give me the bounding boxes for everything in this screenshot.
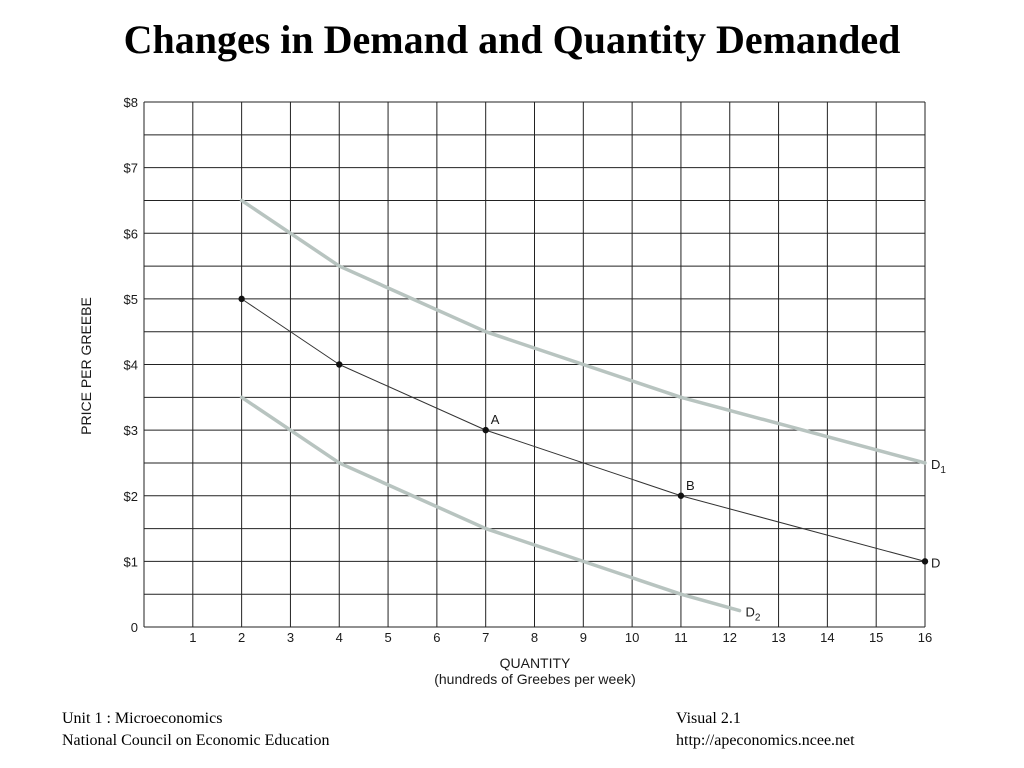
y-tick-label: $3 [124,423,138,438]
y-axis-label: PRICE PER GREEBE [78,297,94,435]
point-markers [238,295,929,565]
x-tick-label: 13 [771,630,785,645]
y-tick-label: $2 [124,489,138,504]
x-tick-label: 15 [869,630,883,645]
x-tick-label: 8 [531,630,538,645]
point-label-a: A [491,412,500,427]
x-tick-label: 6 [433,630,440,645]
data-point [238,295,245,303]
curve-label-d2: D2 [746,605,761,624]
x-axis-sublabel: (hundreds of Greebes per week) [434,671,636,687]
y-tick-label: 0 [131,620,138,635]
point-label-b: B [686,478,695,493]
x-tick-label: 5 [384,630,391,645]
x-tick-label: 7 [482,630,489,645]
x-axis-label: QUANTITY [500,655,571,671]
y-tick-label: $6 [124,226,138,241]
y-tick-label: $8 [124,95,138,110]
y-tick-label: $1 [124,554,138,569]
footer-visual-number: Visual 2.1 [676,710,741,727]
curve-labels: A B D1 D D2 [491,412,947,623]
y-tick-label: $4 [124,358,138,373]
chart-grid [143,101,926,628]
demand-chart: 0$1$2$3$4$5$6$7$8 1 2 3 4 5 6 7 8 9 10 11 12 13 14 15 1… [78,95,947,687]
x-tick-label: 1 [189,630,196,645]
x-tick-label: 2 [238,630,245,645]
x-tick-label: 10 [625,630,639,645]
data-point [336,361,343,368]
curve-label-d1: D1 [931,457,946,476]
footer-organization: National Council on Economic Education [62,732,330,749]
slide-title: Changes in Demand and Quantity Demanded [123,17,901,62]
data-point [921,558,929,565]
y-tick-labels: 0 $1 $2 $3 $4 $5 $6 $7 $8 [124,95,138,635]
footer-left: Unit 1 : Microeconomics National Council… [62,708,330,752]
y-tick-label: $7 [124,161,138,176]
x-tick-label: 3 [287,630,294,645]
y-tick-label: $5 [124,292,138,307]
data-point [482,426,489,434]
x-tick-label: 12 [723,630,737,645]
footer-right: Visual 2.1 http://apeconomics.ncee.net [676,708,855,752]
footer-unit: Unit 1 : Microeconomics [62,710,223,727]
data-point [677,492,685,499]
x-tick-label: 14 [820,630,834,645]
curve-d2 [239,395,742,613]
x-tick-label: 16 [918,630,932,645]
x-tick-label: 11 [674,630,688,645]
curve-label-d: D [931,555,940,570]
x-tick-labels: 1 2 3 4 5 6 7 8 9 10 11 12 13 14 15 16 [189,630,932,645]
x-tick-label: 9 [580,630,587,645]
footer-url: http://apeconomics.ncee.net [676,732,855,749]
x-tick-label: 4 [336,630,343,645]
curve-d1 [239,198,927,465]
